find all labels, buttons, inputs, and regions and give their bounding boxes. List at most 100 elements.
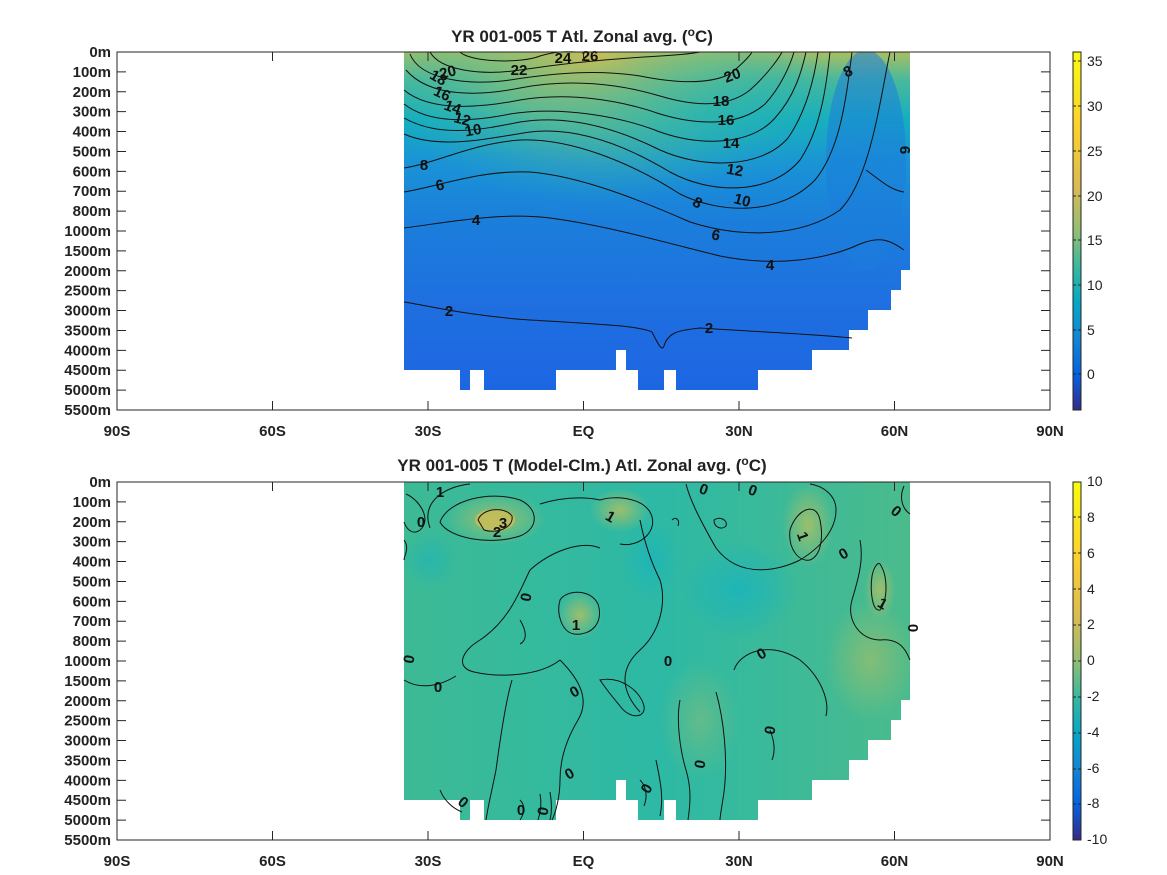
x-tick-label: 60S — [259, 853, 286, 870]
top-contour-lines — [403, 51, 905, 349]
y-tick-label: 2500m — [64, 283, 111, 300]
y-tick-label: 2000m — [64, 693, 111, 710]
colorbar-tick-label: -6 — [1087, 760, 1100, 776]
x-tick-label: EQ — [573, 423, 595, 440]
y-tick-label: 3500m — [64, 752, 111, 769]
bottom-axes: 0m 100m 200m 300m 400m 500m 600m 700m 800m 1000m 1… — [64, 474, 1063, 870]
top-colorbar — [1072, 51, 1082, 411]
contour-label: 12 — [725, 161, 744, 181]
bottom-colorbar-ticks: 10 8 6 4 2 0 -2 -4 -6 -8 -10 — [1073, 473, 1107, 847]
contour-label: 4 — [766, 257, 775, 274]
colorbar-tick-label: 25 — [1087, 143, 1103, 159]
contour-label: 0 — [434, 679, 442, 696]
y-tick-label: 700m — [73, 613, 111, 630]
contour-label: 1 — [572, 617, 580, 634]
colorbar-tick-label: 10 — [1087, 277, 1103, 293]
x-tick-label: 30S — [415, 423, 442, 440]
y-tick-label: 5000m — [64, 382, 111, 399]
colorbar-tick-label: 15 — [1087, 232, 1103, 248]
contour-label: 0 — [534, 806, 552, 817]
y-tick-label: 0m — [89, 44, 111, 61]
x-tick-label: 90S — [104, 423, 131, 440]
contour-label: 3 — [499, 515, 507, 532]
y-tick-label: 3000m — [64, 733, 111, 750]
x-tick-label: 30S — [415, 853, 442, 870]
y-tick-label: 800m — [73, 203, 111, 220]
bottom-y-axis: 0m 100m 200m 300m 400m 500m 600m 700m 800m 1000m 1… — [64, 474, 1050, 849]
y-tick-label: 100m — [73, 494, 111, 511]
contour-label: 12 — [452, 109, 473, 130]
x-tick-label: EQ — [573, 853, 595, 870]
colorbar-tick-label: 30 — [1087, 98, 1103, 114]
y-tick-label: 1000m — [64, 223, 111, 240]
y-tick-label: 1500m — [64, 243, 111, 260]
top-colorbar-ticks: 35 30 25 20 15 10 5 0 — [1073, 53, 1103, 382]
top-axes: 0m 100m 200m 300m 400m 500m 600m 700m 800m 1000m 1… — [64, 44, 1063, 440]
bottom-panel: YR 001-005 T (Model-Clm.) Atl. Zonal avg… — [64, 454, 1107, 870]
colorbar-tick-label: 4 — [1087, 581, 1095, 597]
y-tick-label: 4000m — [64, 342, 111, 359]
colorbar-tick-label: 8 — [1087, 509, 1095, 525]
contour-label: 0 — [400, 654, 418, 665]
bottom-contour-lines — [403, 483, 911, 821]
y-tick-label: 4500m — [64, 792, 111, 809]
contour-label: 0 — [904, 624, 921, 632]
contour-label: 4 — [472, 212, 481, 229]
colorbar-tick-label: 35 — [1087, 53, 1103, 69]
colorbar-tick-label: 2 — [1087, 616, 1095, 632]
y-tick-label: 2000m — [64, 263, 111, 280]
y-tick-label: 600m — [73, 163, 111, 180]
y-tick-label: 5500m — [64, 832, 111, 849]
y-tick-label: 4000m — [64, 772, 111, 789]
contour-label: 6 — [896, 146, 913, 154]
y-tick-label: 0m — [89, 474, 111, 491]
y-tick-label: 300m — [73, 104, 111, 121]
x-tick-label: 60N — [881, 853, 909, 870]
colorbar-tick-label: 0 — [1087, 366, 1095, 382]
contour-label: 2 — [445, 303, 453, 320]
x-tick-label: 90N — [1036, 853, 1064, 870]
y-tick-label: 700m — [73, 183, 111, 200]
y-tick-label: 600m — [73, 593, 111, 610]
top-y-axis: 0m 100m 200m 300m 400m 500m 600m 700m 800m 1000m 1… — [64, 44, 1050, 419]
bottom-title: YR 001-005 T (Model-Clm.) Atl. Zonal avg… — [397, 454, 766, 475]
y-tick-label: 400m — [73, 554, 111, 571]
y-tick-label: 5000m — [64, 812, 111, 829]
colorbar-tick-label: -2 — [1087, 688, 1100, 704]
y-tick-label: 4500m — [64, 362, 111, 379]
y-tick-label: 300m — [73, 534, 111, 551]
y-tick-label: 2500m — [64, 713, 111, 730]
x-tick-label: 60N — [881, 423, 909, 440]
y-tick-label: 5500m — [64, 402, 111, 419]
contour-label: 2 — [493, 524, 501, 541]
top-data-field — [404, 52, 910, 390]
y-tick-label: 100m — [73, 64, 111, 81]
contour-label: 0 — [664, 653, 672, 670]
x-tick-label: 90S — [104, 853, 131, 870]
y-tick-label: 500m — [73, 573, 111, 590]
contour-label: 18 — [427, 67, 450, 90]
colorbar-tick-label: 20 — [1087, 188, 1103, 204]
y-tick-label: 800m — [73, 633, 111, 650]
colorbar-tick-label: -10 — [1087, 831, 1107, 847]
contour-label: 26 — [582, 48, 599, 65]
contour-label: 10 — [732, 190, 753, 211]
contour-label: 16 — [718, 112, 735, 129]
contour-label: 14 — [442, 97, 464, 119]
contour-label: 20 — [438, 62, 459, 83]
y-tick-label: 1000m — [64, 653, 111, 670]
contour-label: 22 — [511, 62, 528, 79]
x-tick-label: 30N — [725, 423, 753, 440]
top-x-axis: 90S 60S 30S EQ 30N 60N 90N — [104, 52, 1064, 440]
colorbar-tick-label: 0 — [1087, 652, 1095, 668]
contour-label: 0 — [517, 802, 525, 819]
colorbar-tick-label: 6 — [1087, 545, 1095, 561]
contour-label: 6 — [710, 226, 721, 244]
contour-label: 16 — [431, 83, 453, 105]
contour-label: 20 — [722, 65, 743, 87]
contour-label: 24 — [555, 50, 572, 67]
colorbar-tick-label: 5 — [1087, 322, 1095, 338]
x-tick-label: 30N — [725, 853, 753, 870]
contour-label: 2 — [705, 320, 713, 337]
